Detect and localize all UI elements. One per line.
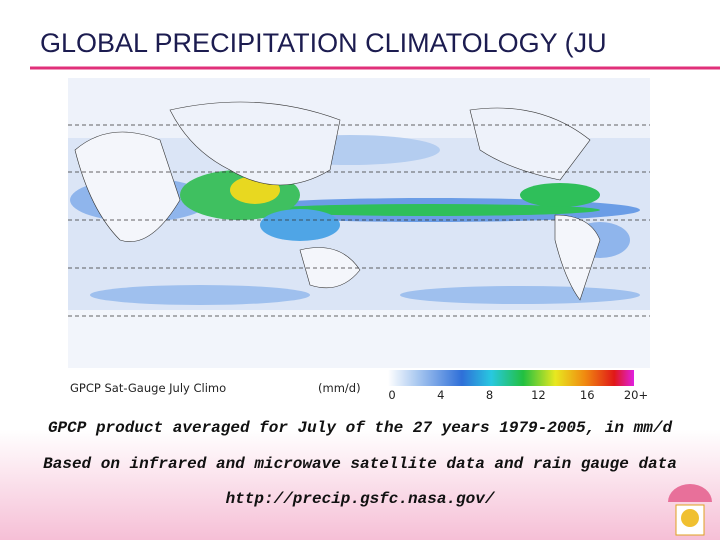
colorbar-label: 20+ bbox=[624, 388, 648, 402]
precipitation-map bbox=[68, 78, 650, 368]
logo bbox=[668, 484, 712, 536]
url-line: http://precip.gsfc.nasa.gov/ bbox=[226, 490, 496, 508]
body-line: Based on infrared and microwave satellit… bbox=[43, 455, 677, 473]
colorbar-label: 8 bbox=[486, 388, 493, 402]
colorbar-label: 12 bbox=[531, 388, 546, 402]
slide-title: GLOBAL PRECIPITATION CLIMATOLOGY (JU bbox=[40, 28, 607, 58]
colorbar-label: 0 bbox=[388, 388, 395, 402]
footer-band bbox=[0, 430, 720, 540]
body-line: GPCP product averaged for July of the 27… bbox=[48, 419, 673, 437]
colorbar bbox=[388, 370, 634, 386]
map-caption: GPCP Sat-Gauge July Climo bbox=[70, 381, 226, 395]
colorbar-label: 4 bbox=[437, 388, 444, 402]
colorbar-label: 16 bbox=[580, 388, 595, 402]
map-units: (mm/d) bbox=[318, 381, 361, 395]
